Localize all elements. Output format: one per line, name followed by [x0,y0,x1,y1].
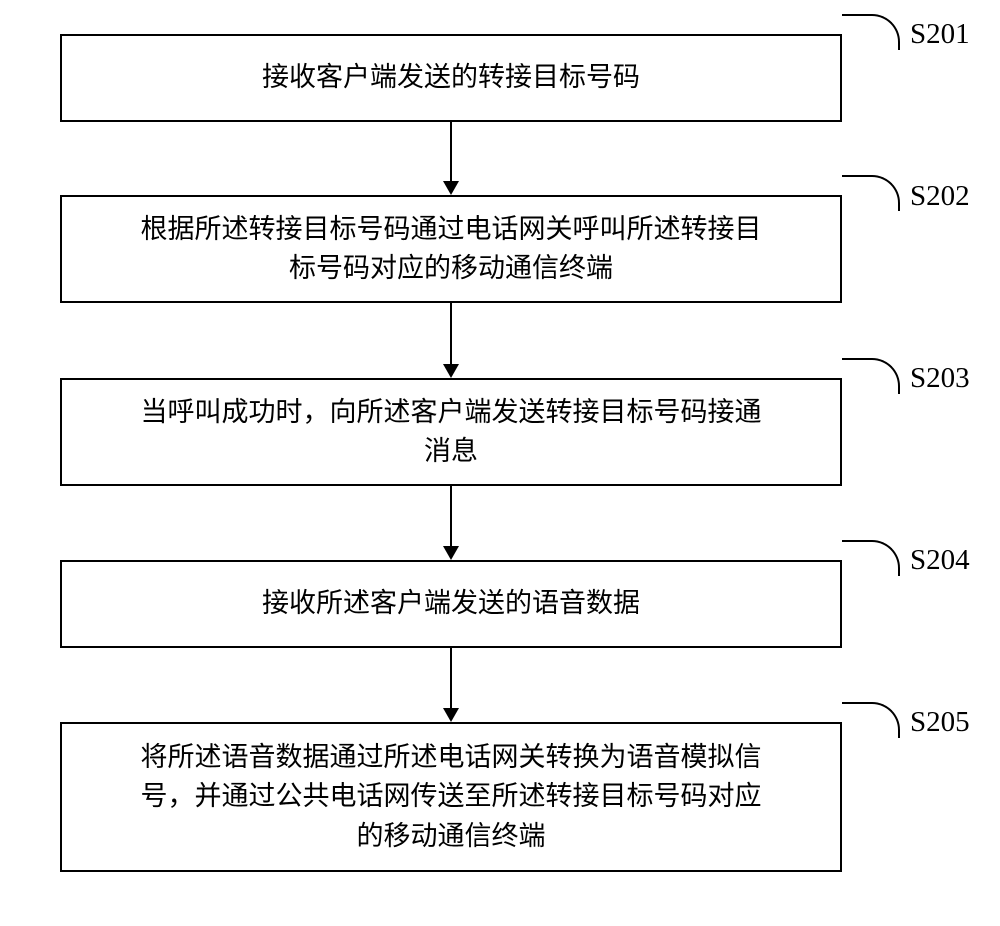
flow-step-box: 接收客户端发送的转接目标号码 [60,34,842,122]
step-leader-line [842,540,900,576]
step-label: S204 [910,544,970,577]
flow-arrow-head [443,546,459,560]
flow-step-text: 接收所述客户端发送的语音数据 [262,584,640,623]
flow-arrow-head [443,364,459,378]
flow-step-text: 将所述语音数据通过所述电话网关转换为语音模拟信 号，并通过公共电话网传送至所述转… [141,738,762,855]
step-leader-line [842,702,900,738]
flow-step-box: 接收所述客户端发送的语音数据 [60,560,842,648]
step-label: S205 [910,706,970,739]
flow-arrow-line [450,648,452,708]
step-leader-line [842,175,900,211]
flow-step-text: 根据所述转接目标号码通过电话网关呼叫所述转接目 标号码对应的移动通信终端 [141,210,762,288]
flow-arrow-line [450,303,452,364]
step-label: S203 [910,362,970,395]
flow-step-text: 接收客户端发送的转接目标号码 [262,58,640,97]
flow-arrow-line [450,122,452,181]
flow-arrow-head [443,708,459,722]
flow-step-box: 根据所述转接目标号码通过电话网关呼叫所述转接目 标号码对应的移动通信终端 [60,195,842,303]
flow-arrow-line [450,486,452,546]
flowchart-canvas: 接收客户端发送的转接目标号码 S201 根据所述转接目标号码通过电话网关呼叫所述转接… [0,0,1000,926]
flow-step-text: 当呼叫成功时，向所述客户端发送转接目标号码接通 消息 [141,393,762,471]
step-label: S202 [910,180,970,213]
flow-step-box: 将所述语音数据通过所述电话网关转换为语音模拟信 号，并通过公共电话网传送至所述转… [60,722,842,872]
flow-arrow-head [443,181,459,195]
step-label: S201 [910,18,970,51]
flow-step-box: 当呼叫成功时，向所述客户端发送转接目标号码接通 消息 [60,378,842,486]
step-leader-line [842,358,900,394]
step-leader-line [842,14,900,50]
